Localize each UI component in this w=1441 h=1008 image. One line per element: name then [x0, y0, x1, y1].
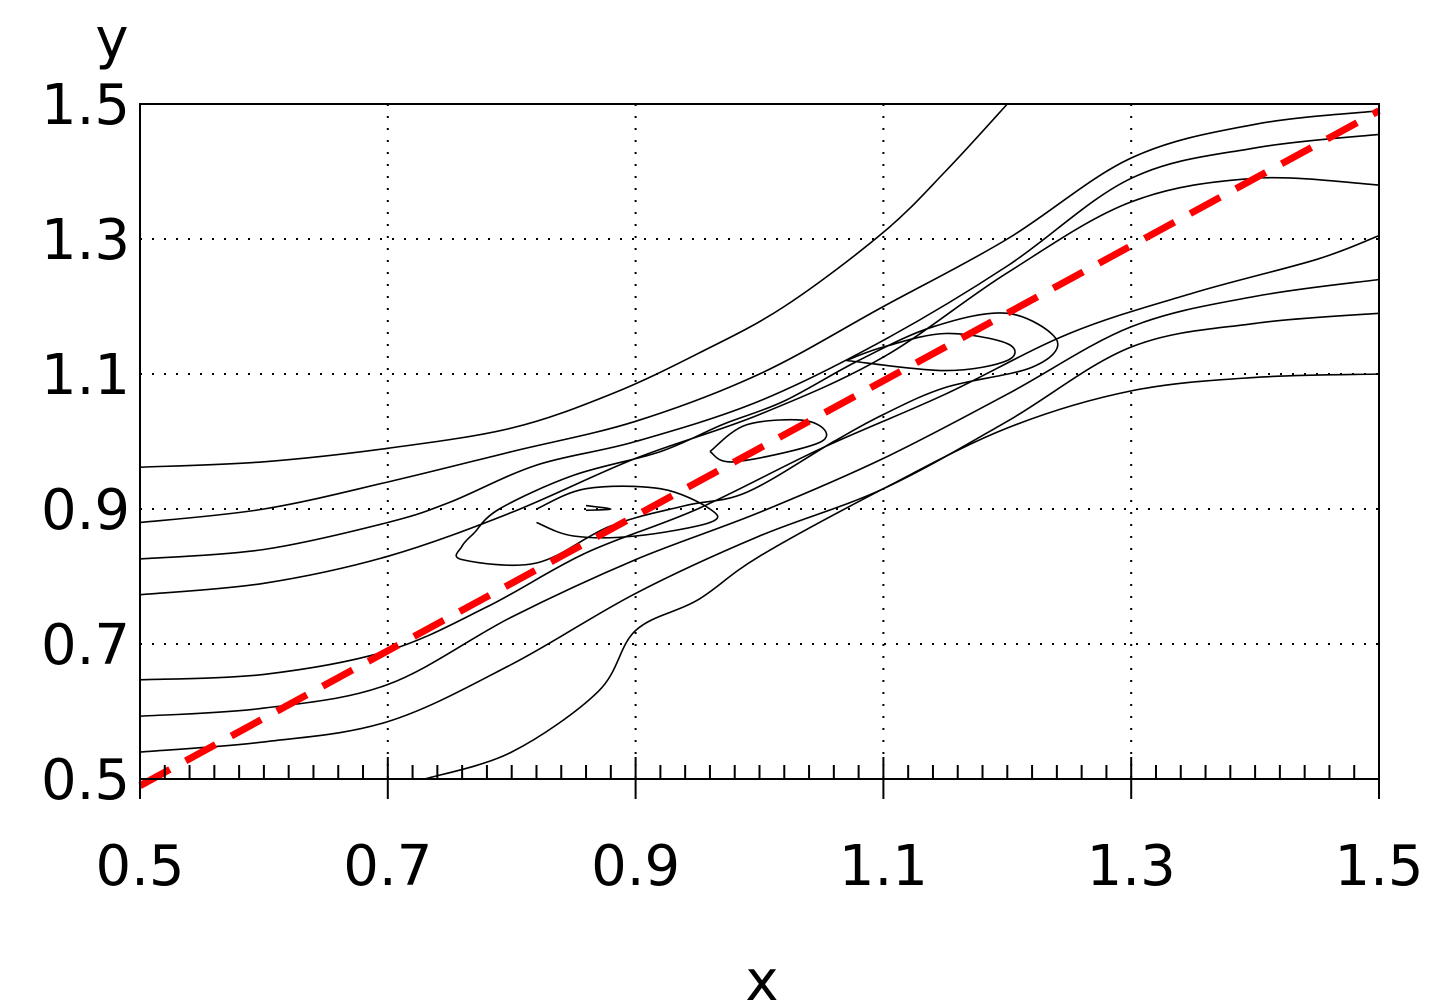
y-tick-label: 0.7	[41, 613, 130, 678]
reference-line-group	[138, 107, 1381, 789]
x-tick-label: 0.7	[343, 834, 432, 899]
minor-ticks	[139, 757, 1380, 799]
contour-line	[139, 176, 1380, 596]
contour-line	[139, 110, 1380, 524]
contour-line	[139, 234, 1380, 681]
y-tick-label: 1.3	[41, 208, 130, 273]
x-tick-label: 0.5	[95, 834, 184, 899]
contour-line	[424, 373, 1380, 780]
contour-lines	[139, 103, 1380, 780]
contour-line	[536, 485, 719, 539]
contour-line	[139, 278, 1380, 717]
y-tick-labels: 0.5 0.7 0.9 1.1 1.3 1.5	[41, 73, 130, 813]
contour-line	[139, 133, 1380, 560]
grid	[140, 104, 1379, 779]
x-tick-label: 0.9	[591, 834, 680, 899]
y-tick-label: 1.5	[41, 73, 130, 138]
contour-line	[709, 418, 828, 463]
x-tick-labels: 0.5 0.7 0.9 1.1 1.3 1.5	[95, 834, 1423, 899]
y-tick-label: 1.1	[41, 343, 130, 408]
x-tick-label: 1.1	[839, 834, 928, 899]
contour-line	[585, 504, 612, 512]
x-axis-title: x	[745, 949, 778, 1008]
y-tick-label: 0.5	[41, 748, 130, 813]
y-axis-title: y	[95, 7, 128, 72]
x-tick-label: 1.3	[1087, 834, 1176, 899]
reference-line	[138, 107, 1381, 789]
y-tick-label: 0.9	[41, 478, 130, 543]
plot-frame	[139, 103, 1380, 780]
contour-line	[845, 332, 1016, 372]
x-tick-label: 1.5	[1334, 834, 1423, 899]
contour-line	[139, 103, 1008, 468]
contour-line	[139, 312, 1380, 753]
